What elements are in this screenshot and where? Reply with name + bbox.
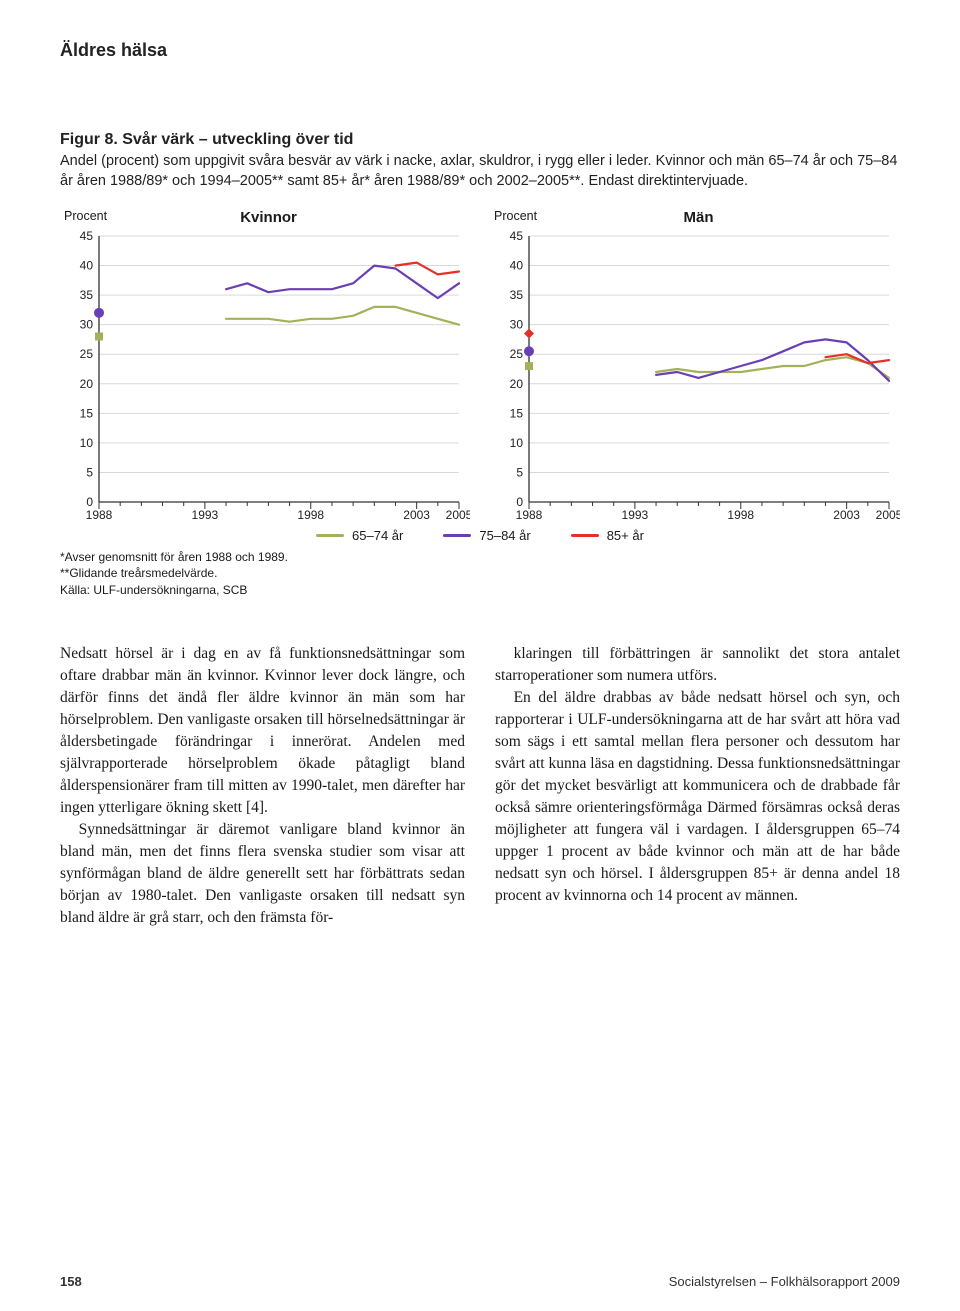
svg-text:2005: 2005 bbox=[876, 508, 900, 520]
y-axis-label-right: Procent bbox=[490, 209, 537, 226]
legend-item-85: 85+ år bbox=[571, 528, 644, 543]
body-text: Nedsatt hörsel är i dag en av få funktio… bbox=[60, 643, 900, 929]
legend-label-65-74: 65–74 år bbox=[352, 528, 403, 543]
svg-text:5: 5 bbox=[516, 466, 523, 480]
legend-label-85: 85+ år bbox=[607, 528, 644, 543]
legend-swatch-85 bbox=[571, 534, 599, 537]
svg-text:5: 5 bbox=[86, 466, 93, 480]
figure-title: Figur 8. Svår värk – utveckling över tid bbox=[60, 131, 900, 149]
page-number: 158 bbox=[60, 1274, 82, 1289]
svg-text:20: 20 bbox=[80, 377, 94, 391]
svg-text:1998: 1998 bbox=[727, 508, 754, 520]
legend-item-65-74: 65–74 år bbox=[316, 528, 403, 543]
svg-text:20: 20 bbox=[510, 377, 524, 391]
chart-title-kvinnor: Kvinnor bbox=[240, 209, 297, 226]
figure-footnotes: *Avser genomsnitt för åren 1988 och 1989… bbox=[60, 549, 900, 598]
svg-text:0: 0 bbox=[86, 495, 93, 509]
svg-text:1988: 1988 bbox=[516, 508, 543, 520]
svg-text:10: 10 bbox=[80, 436, 94, 450]
y-axis-label-left: Procent bbox=[60, 209, 107, 226]
svg-text:10: 10 bbox=[510, 436, 524, 450]
svg-text:1998: 1998 bbox=[297, 508, 324, 520]
body-paragraph: En del äldre drabbas av både nedsatt hör… bbox=[495, 687, 900, 907]
svg-text:2003: 2003 bbox=[403, 508, 430, 520]
svg-text:45: 45 bbox=[80, 230, 94, 243]
body-paragraph: Nedsatt hörsel är i dag en av få funktio… bbox=[60, 643, 465, 819]
footnote-line: **Glidande treårsmedelvärde. bbox=[60, 565, 900, 581]
chart-legend: 65–74 år 75–84 år 85+ år bbox=[60, 528, 900, 543]
svg-text:40: 40 bbox=[80, 259, 94, 273]
svg-text:25: 25 bbox=[510, 347, 524, 361]
section-header: Äldres hälsa bbox=[60, 40, 900, 61]
svg-text:1993: 1993 bbox=[622, 508, 649, 520]
legend-label-75-84: 75–84 år bbox=[479, 528, 530, 543]
chart-title-man: Män bbox=[684, 209, 714, 226]
publication-label: Socialstyrelsen – Folkhälsorapport 2009 bbox=[669, 1274, 900, 1289]
svg-text:45: 45 bbox=[510, 230, 524, 243]
body-paragraph: klaringen till förbättringen är sannolik… bbox=[495, 643, 900, 687]
svg-text:2003: 2003 bbox=[833, 508, 860, 520]
page-footer: 158 Socialstyrelsen – Folkhälsorapport 2… bbox=[60, 1274, 900, 1289]
svg-text:30: 30 bbox=[510, 318, 524, 332]
svg-text:0: 0 bbox=[516, 495, 523, 509]
legend-item-75-84: 75–84 år bbox=[443, 528, 530, 543]
svg-text:25: 25 bbox=[80, 347, 94, 361]
svg-text:2005: 2005 bbox=[446, 508, 470, 520]
svg-text:1993: 1993 bbox=[192, 508, 219, 520]
chart-man-wrap: Procent Män 0 5 10 15 20 25 30 35 40 45 1988 1993 19… bbox=[490, 209, 900, 520]
chart-man: 0 5 10 15 20 25 30 35 40 45 1988 1993 1998 2003 2005 bbox=[490, 230, 900, 520]
legend-swatch-65-74 bbox=[316, 534, 344, 537]
svg-text:1988: 1988 bbox=[86, 508, 113, 520]
figure-block: Figur 8. Svår värk – utveckling över tid… bbox=[60, 131, 900, 598]
svg-text:15: 15 bbox=[510, 406, 524, 420]
footnote-line: Källa: ULF-undersökningarna, SCB bbox=[60, 582, 900, 598]
svg-text:35: 35 bbox=[80, 288, 94, 302]
svg-text:35: 35 bbox=[510, 288, 524, 302]
figure-subtitle: Andel (procent) som uppgivit svåra besvä… bbox=[60, 152, 900, 191]
svg-text:15: 15 bbox=[80, 406, 94, 420]
svg-text:40: 40 bbox=[510, 259, 524, 273]
legend-swatch-75-84 bbox=[443, 534, 471, 537]
footnote-line: *Avser genomsnitt för åren 1988 och 1989… bbox=[60, 549, 900, 565]
chart-kvinnor-wrap: Procent Kvinnor 0 5 10 15 20 25 30 35 40 45 1988 19… bbox=[60, 209, 470, 520]
chart-kvinnor: 0 5 10 15 20 25 30 35 40 45 1988 1993 1998 2003 2005 bbox=[60, 230, 470, 520]
body-paragraph: Synnedsättningar är däremot vanligare bl… bbox=[60, 819, 465, 929]
charts-row: Procent Kvinnor 0 5 10 15 20 25 30 35 40 45 1988 19… bbox=[60, 209, 900, 520]
svg-text:30: 30 bbox=[80, 318, 94, 332]
